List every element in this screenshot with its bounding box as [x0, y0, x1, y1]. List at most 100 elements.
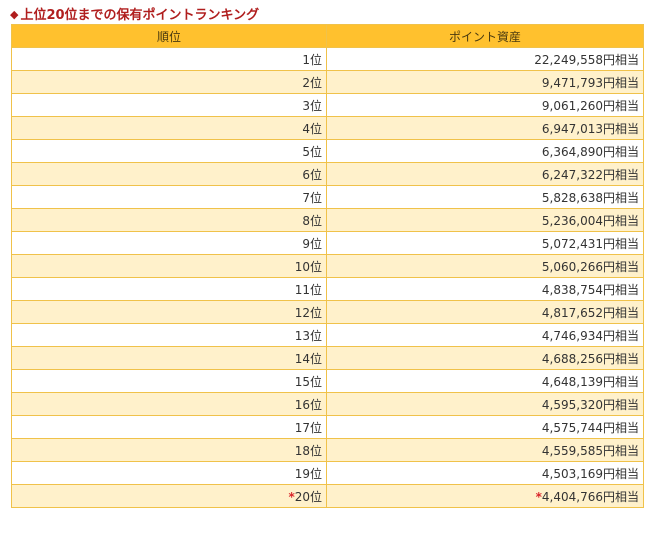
diamond-bullet-icon: ◆: [10, 8, 19, 21]
points-cell: 4,838,754円相当: [326, 277, 644, 301]
points-value: 4,559,585円相当: [541, 443, 639, 458]
points-cell: 22,249,558円相当: [326, 47, 644, 71]
rank-label: 5位: [302, 144, 322, 159]
table-row: 9位 5,072,431円相当: [11, 231, 644, 255]
rank-cell: 12位: [11, 300, 327, 324]
table-row: 5位 6,364,890円相当: [11, 139, 644, 163]
points-cell: 6,247,322円相当: [326, 162, 644, 186]
rank-label: 9位: [302, 236, 322, 251]
points-value: 6,247,322円相当: [541, 167, 639, 182]
rank-cell: 15位: [11, 369, 327, 393]
points-value: 9,471,793円相当: [541, 75, 639, 90]
table-row: 14位 4,688,256円相当: [11, 346, 644, 370]
points-value: 5,060,266円相当: [541, 259, 639, 274]
table-row: 2位 9,471,793円相当: [11, 70, 644, 94]
rank-label: 14位: [294, 351, 322, 366]
points-cell: *4,404,766円相当: [326, 484, 644, 508]
points-cell: 4,595,320円相当: [326, 392, 644, 416]
rank-cell: 7位: [11, 185, 327, 209]
rank-cell: 9位: [11, 231, 327, 255]
table-row: 1位 22,249,558円相当: [11, 47, 644, 71]
points-value: 4,404,766円相当: [541, 489, 639, 504]
points-value: 5,072,431円相当: [541, 236, 639, 251]
points-value: 4,688,256円相当: [541, 351, 639, 366]
points-cell: 5,072,431円相当: [326, 231, 644, 255]
rank-cell: 2位: [11, 70, 327, 94]
points-cell: 5,236,004円相当: [326, 208, 644, 232]
rank-cell: 18位: [11, 438, 327, 462]
table-header-row: 順位 ポイント資産: [11, 24, 644, 48]
page-title-text: 上位20位までの保有ポイントランキング: [20, 8, 260, 23]
table-row: 3位 9,061,260円相当: [11, 93, 644, 117]
rank-label: 7位: [302, 190, 322, 205]
table-row: 17位 4,575,744円相当: [11, 415, 644, 439]
asterisk-marker: *: [288, 489, 295, 504]
asterisk-marker: *: [535, 489, 542, 504]
rank-label: 20位: [294, 489, 322, 504]
points-value: 5,236,004円相当: [541, 213, 639, 228]
points-cell: 4,688,256円相当: [326, 346, 644, 370]
rank-cell: 8位: [11, 208, 327, 232]
table-row: 8位 5,236,004円相当: [11, 208, 644, 232]
points-value: 4,575,744円相当: [541, 420, 639, 435]
rank-cell: 17位: [11, 415, 327, 439]
points-value: 9,061,260円相当: [541, 98, 639, 113]
points-cell: 4,575,744円相当: [326, 415, 644, 439]
table-row: 15位 4,648,139円相当: [11, 369, 644, 393]
column-header-rank: 順位: [11, 24, 327, 48]
rank-label: 11位: [294, 282, 322, 297]
points-value: 5,828,638円相当: [541, 190, 639, 205]
points-cell: 4,503,169円相当: [326, 461, 644, 485]
rank-cell: 5位: [11, 139, 327, 163]
table-row: 19位 4,503,169円相当: [11, 461, 644, 485]
rank-cell: 10位: [11, 254, 327, 278]
rank-cell: 16位: [11, 392, 327, 416]
table-row: 7位 5,828,638円相当: [11, 185, 644, 209]
ranking-table: 順位 ポイント資産 1位 22,249,558円相当 2位 9,471,793円相当 3…: [11, 24, 644, 508]
rank-label: 13位: [294, 328, 322, 343]
ranking-table-body: 1位 22,249,558円相当 2位 9,471,793円相当 3位 9,061,260…: [11, 47, 644, 508]
points-cell: 5,828,638円相当: [326, 185, 644, 209]
rank-cell: 14位: [11, 346, 327, 370]
table-row: *20位 *4,404,766円相当: [11, 484, 644, 508]
rank-label: 4位: [302, 121, 322, 136]
points-value: 22,249,558円相当: [534, 52, 639, 67]
rank-label: 12位: [294, 305, 322, 320]
points-value: 4,595,320円相当: [541, 397, 639, 412]
points-cell: 4,648,139円相当: [326, 369, 644, 393]
table-row: 13位 4,746,934円相当: [11, 323, 644, 347]
points-cell: 6,364,890円相当: [326, 139, 644, 163]
table-row: 12位 4,817,652円相当: [11, 300, 644, 324]
rank-label: 6位: [302, 167, 322, 182]
points-cell: 5,060,266円相当: [326, 254, 644, 278]
table-row: 11位 4,838,754円相当: [11, 277, 644, 301]
table-row: 6位 6,247,322円相当: [11, 162, 644, 186]
rank-cell: 1位: [11, 47, 327, 71]
points-value: 6,364,890円相当: [541, 144, 639, 159]
page-title: ◆ 上位20位までの保有ポイントランキング: [10, 6, 259, 24]
rank-cell: 6位: [11, 162, 327, 186]
table-row: 18位 4,559,585円相当: [11, 438, 644, 462]
points-cell: 9,061,260円相当: [326, 93, 644, 117]
rank-cell: *20位: [11, 484, 327, 508]
table-row: 4位 6,947,013円相当: [11, 116, 644, 140]
rank-label: 16位: [294, 397, 322, 412]
rank-label: 18位: [294, 443, 322, 458]
rank-label: 17位: [294, 420, 322, 435]
points-cell: 6,947,013円相当: [326, 116, 644, 140]
rank-label: 19位: [294, 466, 322, 481]
table-row: 10位 5,060,266円相当: [11, 254, 644, 278]
rank-label: 2位: [302, 75, 322, 90]
table-row: 16位 4,595,320円相当: [11, 392, 644, 416]
column-header-points: ポイント資産: [326, 24, 644, 48]
rank-label: 10位: [294, 259, 322, 274]
points-value: 4,503,169円相当: [541, 466, 639, 481]
rank-cell: 4位: [11, 116, 327, 140]
rank-label: 1位: [302, 52, 322, 67]
points-value: 4,838,754円相当: [541, 282, 639, 297]
points-cell: 4,817,652円相当: [326, 300, 644, 324]
points-cell: 4,559,585円相当: [326, 438, 644, 462]
points-value: 6,947,013円相当: [541, 121, 639, 136]
rank-cell: 19位: [11, 461, 327, 485]
rank-cell: 11位: [11, 277, 327, 301]
